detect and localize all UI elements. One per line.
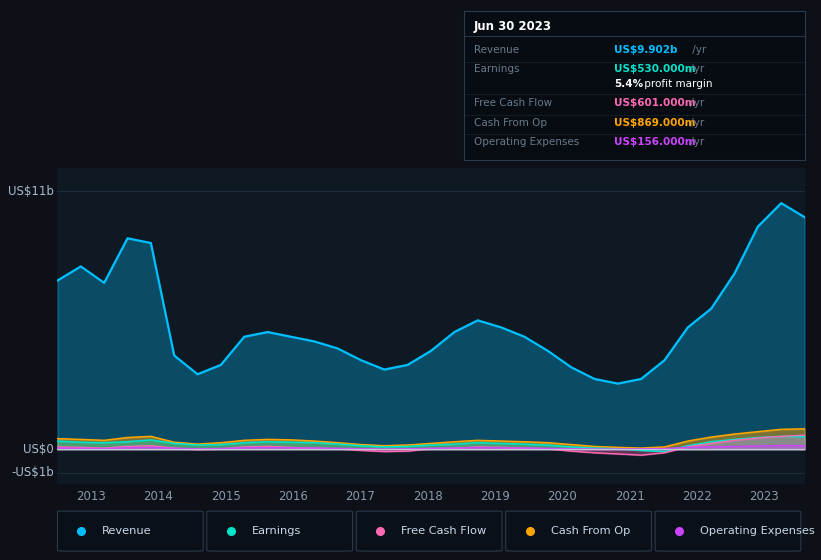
Text: /yr: /yr — [687, 64, 704, 74]
Text: 5.4%: 5.4% — [614, 79, 643, 89]
Text: US$156.000m: US$156.000m — [614, 137, 695, 147]
Text: /yr: /yr — [687, 118, 704, 128]
Text: /yr: /yr — [687, 98, 704, 108]
FancyBboxPatch shape — [356, 511, 502, 551]
Text: US$11b: US$11b — [8, 185, 53, 198]
Text: /yr: /yr — [687, 137, 704, 147]
Text: Earnings: Earnings — [474, 64, 520, 74]
FancyBboxPatch shape — [506, 511, 651, 551]
FancyBboxPatch shape — [655, 511, 800, 551]
FancyBboxPatch shape — [57, 511, 203, 551]
Text: profit margin: profit margin — [641, 79, 713, 89]
Text: Free Cash Flow: Free Cash Flow — [474, 98, 553, 108]
Text: Jun 30 2023: Jun 30 2023 — [474, 20, 552, 32]
Text: US$0: US$0 — [23, 443, 53, 456]
Text: -US$1b: -US$1b — [11, 466, 53, 479]
Text: Cash From Op: Cash From Op — [551, 526, 630, 535]
Text: Earnings: Earnings — [252, 526, 301, 535]
FancyBboxPatch shape — [207, 511, 352, 551]
Text: US$530.000m: US$530.000m — [614, 64, 695, 74]
Text: US$601.000m: US$601.000m — [614, 98, 695, 108]
Text: Operating Expenses: Operating Expenses — [474, 137, 580, 147]
Text: Operating Expenses: Operating Expenses — [700, 526, 814, 535]
Text: Cash From Op: Cash From Op — [474, 118, 547, 128]
Text: /yr: /yr — [689, 45, 706, 55]
Text: US$869.000m: US$869.000m — [614, 118, 695, 128]
Text: Revenue: Revenue — [474, 45, 519, 55]
Text: US$9.902b: US$9.902b — [614, 45, 677, 55]
Text: Free Cash Flow: Free Cash Flow — [401, 526, 486, 535]
Text: Revenue: Revenue — [103, 526, 152, 535]
